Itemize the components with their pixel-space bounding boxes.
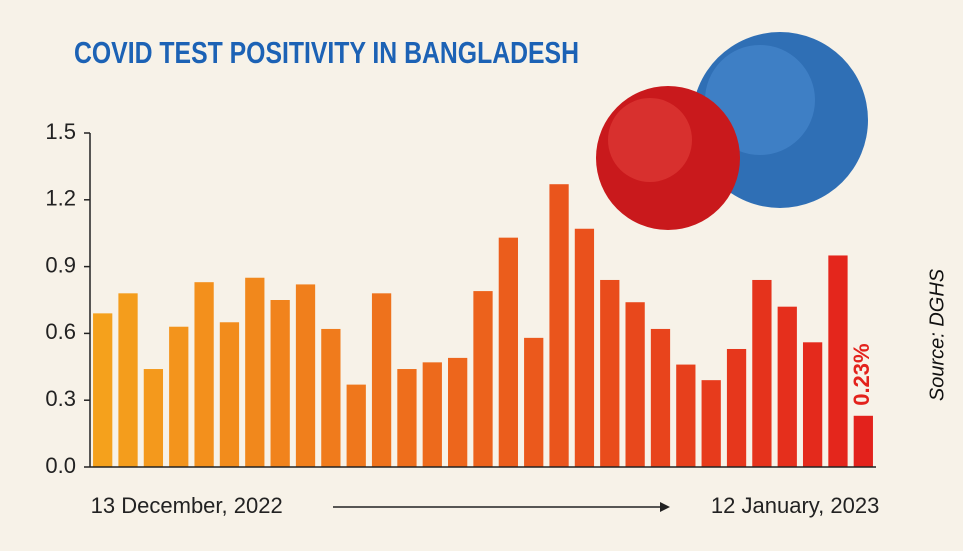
y-tick-label: 0.6 [45, 319, 76, 344]
bar [777, 306, 797, 467]
bar [371, 293, 392, 467]
bar [498, 237, 518, 467]
bar [676, 364, 696, 467]
y-tick-label: 0.0 [45, 453, 76, 478]
bar [270, 300, 290, 467]
bar [549, 184, 569, 468]
y-tick-label: 1.2 [45, 186, 76, 211]
bar [726, 348, 747, 467]
y-tick-label: 0.3 [45, 386, 76, 411]
bar [169, 326, 189, 467]
bar [219, 322, 240, 467]
bar [143, 369, 164, 467]
bar [346, 384, 366, 467]
bar [321, 328, 341, 467]
x-tick-label: 12 January, 2023 [711, 493, 879, 518]
date-arrow-head [660, 502, 670, 512]
bar [473, 291, 493, 467]
bar [93, 313, 113, 467]
bar [650, 328, 671, 467]
bar [245, 277, 265, 467]
bar [448, 357, 468, 467]
y-tick-label: 1.5 [45, 119, 76, 144]
bar [600, 279, 620, 467]
value-label: 0.23% [849, 343, 874, 405]
bar [701, 380, 721, 467]
bar [295, 284, 316, 467]
bar [118, 293, 138, 467]
bar [802, 342, 823, 467]
red-virus-highlight [608, 98, 692, 182]
bar [397, 369, 417, 467]
bar [625, 302, 645, 467]
source: Source: DGHS [926, 268, 948, 401]
bar [828, 255, 848, 467]
bar [422, 362, 442, 467]
y-tick-label: 0.9 [45, 252, 76, 277]
bar [524, 337, 544, 467]
bar [752, 279, 772, 467]
bar [853, 415, 873, 467]
bar [194, 282, 214, 467]
bar [574, 228, 595, 467]
virus-illustration [596, 32, 868, 230]
x-tick-label: 13 December, 2022 [91, 493, 283, 518]
chart-title: COVID TEST POSITIVITY IN BANGLADESH [74, 35, 579, 70]
